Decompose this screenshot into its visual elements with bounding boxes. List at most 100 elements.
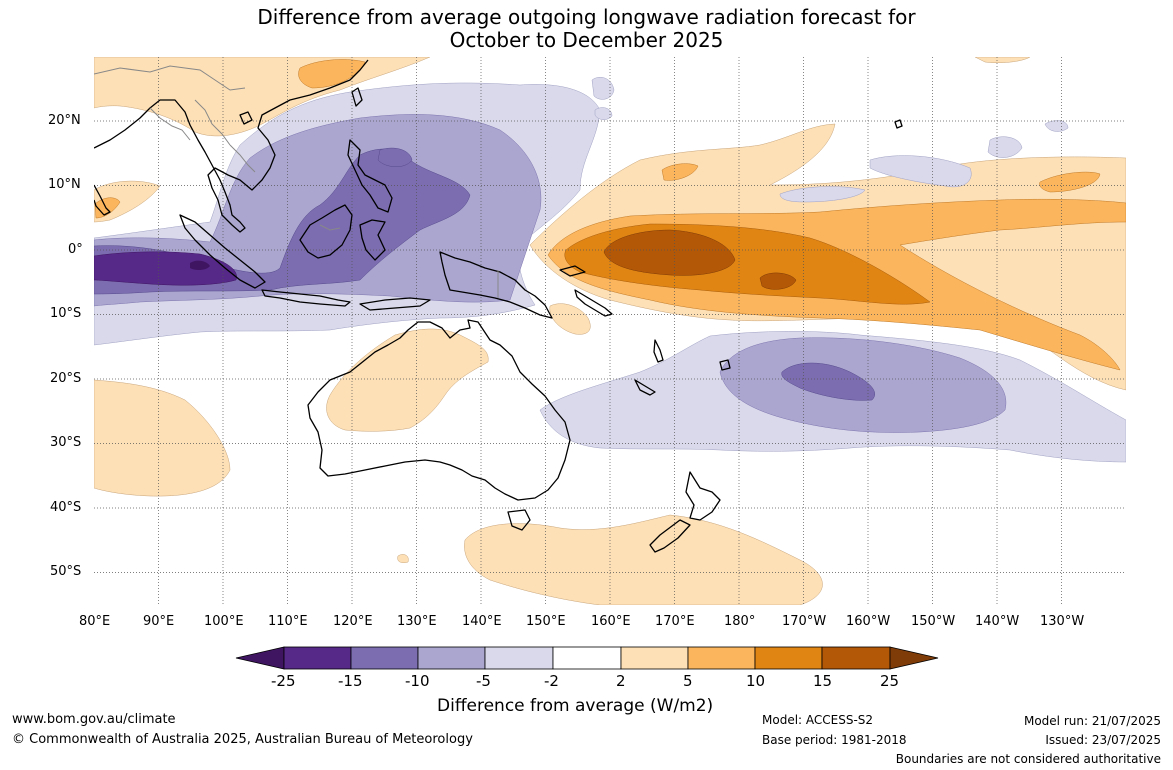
anomaly-area-2-5-north-australia	[326, 328, 489, 432]
anomaly-area-2-5-coral-small	[549, 303, 591, 335]
anomaly-area-neg-10-15-philippines	[377, 147, 413, 167]
lon-label: 140°E	[462, 614, 502, 629]
sumatra-coastline	[179, 214, 266, 289]
lon-label: 110°E	[268, 614, 308, 629]
colorbar-tick-label: -10	[405, 672, 430, 690]
tasmania-coastline	[507, 509, 531, 531]
anomaly-area-2-5-small-island	[397, 554, 409, 563]
sulawesi-coastline	[359, 219, 386, 261]
lat-label: 50°S	[50, 564, 82, 579]
colorbar-tick-label: 15	[813, 672, 833, 690]
vanuatu-coastline	[653, 339, 664, 363]
fiji-coastline	[719, 359, 731, 371]
solomon-islands-coastline	[574, 289, 613, 317]
anomaly-area-neg-2-5-north-3	[869, 155, 972, 188]
lat-label: 10°N	[48, 177, 81, 192]
lon-label: 170°E	[655, 614, 695, 629]
colorbar-tick-label: -25	[271, 672, 296, 690]
lon-label: 160°E	[591, 614, 631, 629]
lon-label: 100°E	[204, 614, 244, 629]
new-guinea-coastline	[439, 251, 553, 319]
colorbar-bin-3	[417, 646, 486, 670]
colorbar-tick-label: -2	[544, 672, 559, 690]
boundaries-disclaimer: Boundaries are not considered authoritat…	[895, 752, 1161, 766]
anomaly-area-5-10-north-small	[661, 163, 699, 181]
issued-date: Issued: 23/07/2025	[1045, 733, 1161, 747]
lon-label: 150°W	[911, 614, 956, 629]
hawaii-coastline	[894, 119, 903, 129]
colorbar-tick-label: -5	[476, 672, 491, 690]
lat-label: 10°S	[50, 306, 82, 321]
lon-label: 120°E	[333, 614, 373, 629]
model-name: Model: ACCESS-S2	[762, 713, 874, 727]
philippines-coastline	[347, 139, 393, 213]
anomaly-area-2-5-tasman	[464, 514, 823, 605]
borneo-coastline	[299, 204, 353, 259]
colorbar-bin-5	[552, 646, 622, 670]
lon-label: 170°W	[782, 614, 827, 629]
model-run-date: Model run: 21/07/2025	[1023, 714, 1161, 728]
taiwan-coastline	[351, 87, 363, 107]
colorbar-tick-label: 10	[746, 672, 766, 690]
bom-url-link[interactable]: www.bom.gov.au/climate	[12, 712, 176, 727]
lat-label: 0°	[68, 242, 83, 257]
anomaly-area-5-10-asia	[298, 59, 366, 89]
lesser-sunda-coastline	[359, 297, 431, 311]
colorbar-bin-7	[687, 646, 756, 670]
anomaly-area-2-5-ne-small	[974, 57, 1031, 64]
copyright-notice: © Commonwealth of Australia 2025, Austra…	[12, 732, 473, 747]
anomaly-area-5-10-sea	[94, 197, 121, 219]
base-period: Base period: 1981-2018	[762, 733, 907, 747]
new-zealand-north-island	[685, 471, 721, 521]
new-zealand-south-island	[649, 519, 691, 553]
anomaly-area-neg-25	[190, 260, 210, 271]
colorbar-tick-label: 25	[880, 672, 900, 690]
anomaly-area-neg-2-5-north-6	[1044, 120, 1069, 132]
anomaly-area-2-5-indian-ocean	[94, 379, 231, 497]
map-field	[94, 57, 1126, 605]
lon-label: 180°	[724, 614, 756, 629]
anomaly-area-15-25-small	[759, 272, 797, 290]
lat-label: 40°S	[50, 500, 82, 515]
colorbar-bin-9	[821, 646, 891, 670]
national-borders	[94, 65, 499, 298]
colorbar-tick-label: -15	[338, 672, 363, 690]
map-title-line-2: October to December 2025	[449, 28, 724, 52]
anomaly-area-neg-2-5-north-4	[779, 186, 866, 203]
new-caledonia-coastline	[634, 379, 656, 396]
lon-label: 140°W	[975, 614, 1020, 629]
lat-label: 30°S	[50, 435, 82, 450]
anomaly-area-5-10-northeast	[1039, 171, 1101, 193]
anomaly-area-15-25-pacific	[603, 229, 736, 276]
lon-label: 160°W	[846, 614, 891, 629]
lon-label: 130°E	[397, 614, 437, 629]
lat-label: 20°S	[50, 371, 82, 386]
colorbar-tick-label: 2	[616, 672, 626, 690]
colorbar	[235, 646, 939, 670]
colorbar-tick-label: 5	[683, 672, 693, 690]
colorbar-bin-8	[754, 646, 823, 670]
new-britain-coastline	[559, 265, 586, 277]
anomaly-area-neg-2-5-north-2	[594, 107, 613, 120]
anomaly-area-neg-2-5-north-1	[591, 77, 615, 100]
colorbar-extend-low	[235, 646, 285, 670]
colorbar-bin-1	[283, 646, 352, 670]
colorbar-extend-high	[889, 646, 939, 670]
lon-label: 130°W	[1040, 614, 1085, 629]
colorbar-label: Difference from average (W/m2)	[437, 696, 714, 716]
lon-label: 150°E	[526, 614, 566, 629]
java-coastline	[261, 289, 351, 307]
coastlines	[94, 59, 903, 553]
india-coastline	[94, 184, 111, 216]
anomaly-area-neg-2-5-north-5	[987, 136, 1023, 158]
map-title-line-1: Difference from average outgoing longwav…	[257, 5, 916, 29]
anomaly-area-neg-15-25-indian	[94, 251, 237, 286]
australia-coastline	[307, 319, 571, 501]
anomaly-area-neg-10-15-south-pacific	[781, 362, 875, 401]
hainan-coastline	[239, 111, 253, 125]
colorbar-bin-2	[350, 646, 419, 670]
lon-label: 80°E	[79, 614, 111, 629]
colorbar-bin-6	[620, 646, 689, 670]
colorbar-bin-4	[484, 646, 554, 670]
